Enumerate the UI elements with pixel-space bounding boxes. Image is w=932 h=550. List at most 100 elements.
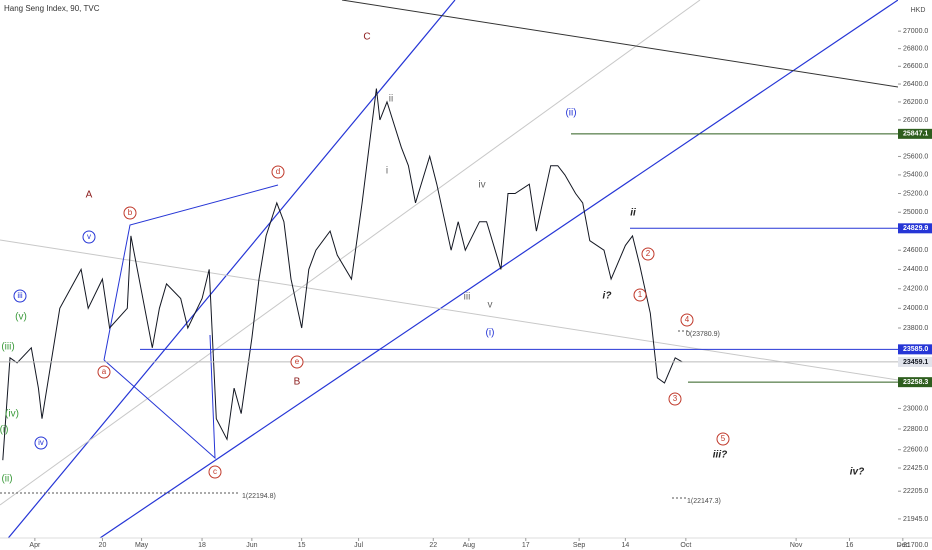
x-tick-label: Sep [573,542,586,549]
trend-line [0,239,899,381]
wave-label: (iv) [5,409,19,420]
y-tick-label: 22800.0 [903,426,928,433]
y-tick-label: 27000.0 [903,28,928,35]
x-tick-label: 14 [621,542,629,549]
x-tick-label: 16 [846,542,854,549]
wave-label: ii [630,208,636,219]
wave-label: iii [17,291,23,300]
wave-line [103,184,279,361]
y-tick-label: 24600.0 [903,247,928,254]
y-tick-label: 24400.0 [903,266,928,273]
wave-circle [13,289,27,303]
wave-label: 1 [638,290,643,299]
wave-circle [668,392,682,406]
x-tick-label: Aug [463,542,476,549]
wave-label: d [276,167,280,176]
y-tick-label: 22600.0 [903,447,928,454]
y-tick-label: 23000.0 [903,405,928,412]
price-tag-label: 23585.0 [903,346,928,353]
x-tick-label: Oct [680,542,691,549]
price-tag-label: 25847.1 [903,131,928,138]
wave-circle [633,288,647,302]
y-tick-label: 26200.0 [903,99,928,106]
price-tag [898,356,932,367]
y-tick-label: 24000.0 [903,305,928,312]
price-tag [898,223,932,234]
price-tag [898,377,932,388]
x-tick-label: Nov [790,542,803,549]
chart-title: Hang Seng Index, 90, TVC [4,4,100,13]
y-tick-label: 22205.0 [903,488,928,495]
price-line [2,88,683,461]
wave-label: v [87,232,91,241]
y-tick-label: 26000.0 [903,117,928,124]
wave-label: iii? [713,450,727,461]
wave-label: v [488,300,493,311]
y-tick-label: 25400.0 [903,172,928,179]
wave-label: (ii) [565,108,576,119]
trend-line [0,0,701,506]
currency-label: HKD [911,7,926,14]
x-tick-label: 17 [522,542,530,549]
wave-circle [123,206,137,220]
wave-label: 3 [673,394,678,403]
x-tick-label: Dec [897,542,910,549]
wave-label: i? [603,291,612,302]
y-tick-label: 24200.0 [903,286,928,293]
x-tick-label: 22 [429,542,437,549]
x-tick-label: Jun [246,542,257,549]
wave-label: 4 [685,315,690,324]
price-tag-label: 23258.3 [903,379,928,386]
wave-circle [34,436,48,450]
wave-label: iv [478,180,485,191]
y-tick-label: 21945.0 [903,516,928,523]
wave-label: (v) [15,312,27,323]
wave-circle [641,247,655,261]
y-tick-label: 21700.0 [903,542,928,549]
wave-circle [271,165,285,179]
wave-circle [208,465,222,479]
wave-label: A [86,190,93,201]
wave-circle [716,432,730,446]
fib-label: 1(22147.3) [687,498,721,505]
wave-label: (ii) [1,474,12,485]
fib-label: 0(23780.9) [686,331,720,338]
wave-label: ii [389,94,393,105]
time-axis [0,538,932,550]
price-tag [898,128,932,139]
y-tick-label: 23800.0 [903,325,928,332]
wave-label: C [363,32,370,43]
wave-label: (i) [0,425,8,436]
wave-label: iv? [850,467,864,478]
wave-label: c [213,467,217,476]
y-tick-label: 26400.0 [903,81,928,88]
wave-label: b [128,208,133,217]
wave-circle [290,355,304,369]
x-tick-label: 20 [99,542,107,549]
wave-circle [680,313,694,327]
wave-label: B [294,377,301,388]
wave-label: 5 [721,434,726,443]
x-tick-label: May [135,542,149,549]
wave-label: e [295,357,300,366]
x-tick-label: Apr [29,542,41,549]
y-tick-label: 25200.0 [903,190,928,197]
price-tag-label: 23459.1 [903,359,928,366]
wave-circle [82,230,96,244]
y-axis: 27000.0 26800.0 26600.0 26400.0 26200.0 26000… [898,28,928,549]
wave-label: iv [38,438,44,447]
y-tick-label: 26600.0 [903,63,928,70]
price-tag-label: 24829.9 [903,225,928,232]
wave-label: a [102,367,107,376]
wave-line [103,334,216,460]
wave-label: iii [464,292,471,303]
trend-channel [99,0,899,539]
x-tick-label: 18 [198,542,206,549]
trend-line [341,0,899,88]
wave-label: 2 [646,249,651,258]
plot-area: 0(23780.9)1(22194.8)1(22147.3)AbdCiiiivi… [0,0,899,549]
price-tag [898,344,932,355]
wave-circle [97,365,111,379]
